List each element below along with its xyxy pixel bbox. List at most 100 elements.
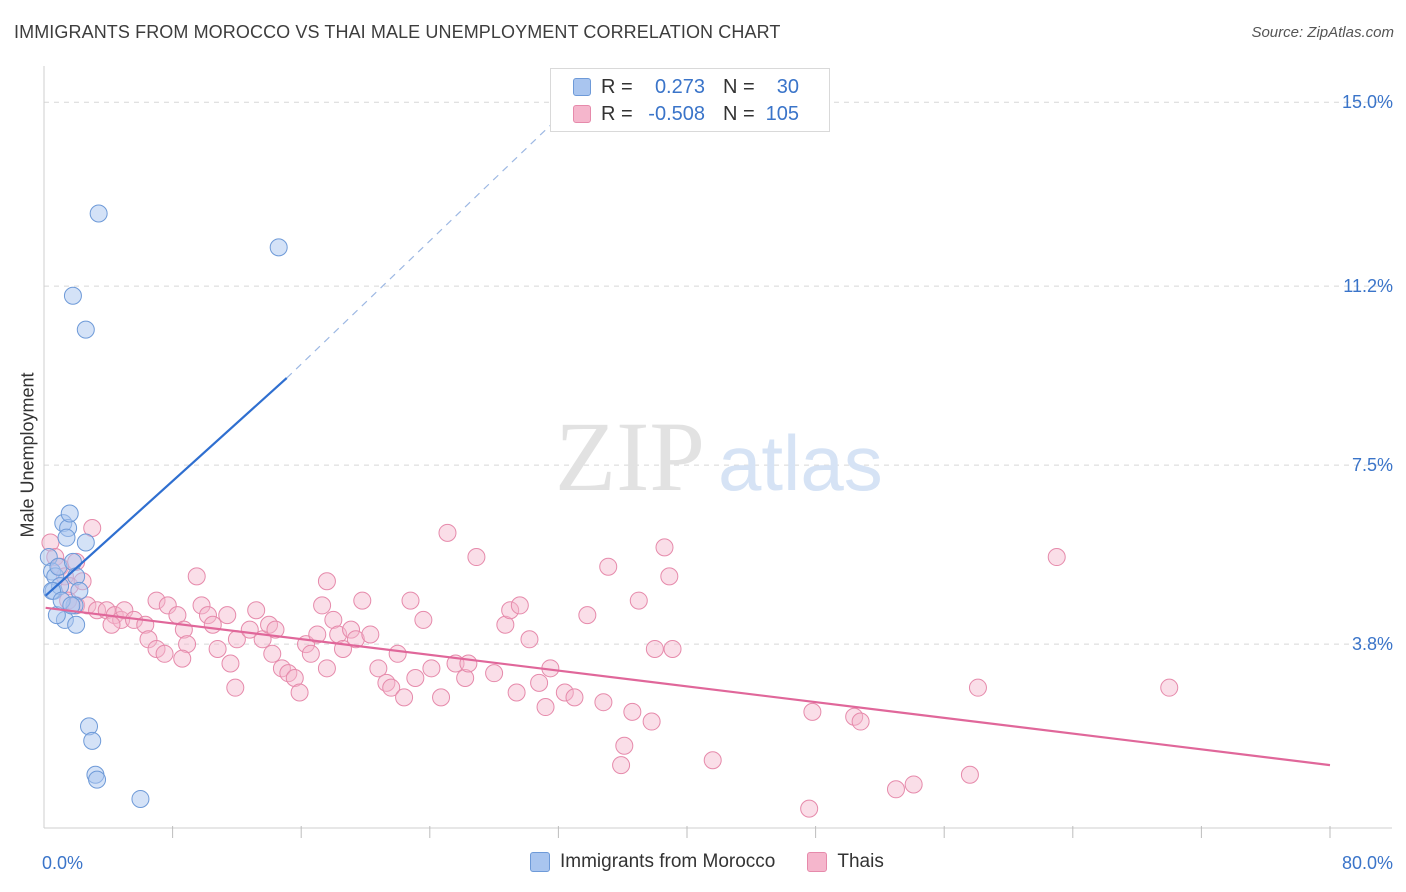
legend-swatch-morocco bbox=[573, 78, 591, 96]
legend-r-value: 0.273 bbox=[654, 75, 705, 98]
thais-point bbox=[578, 606, 597, 625]
thais-point bbox=[615, 736, 634, 755]
y-tick-label: 11.2% bbox=[1343, 276, 1393, 296]
thais-point bbox=[467, 548, 486, 567]
thais-point bbox=[501, 601, 520, 620]
x-tick-label: 80.0% bbox=[1342, 853, 1393, 873]
morocco-point bbox=[67, 615, 86, 634]
thais-point bbox=[266, 620, 285, 639]
thais-point bbox=[851, 712, 870, 731]
thais-point bbox=[221, 654, 240, 673]
morocco-point bbox=[60, 504, 79, 523]
thais-point bbox=[599, 557, 618, 576]
thais-point bbox=[536, 698, 555, 717]
thais-point bbox=[192, 596, 211, 615]
thais-point bbox=[629, 591, 648, 610]
thais-point bbox=[555, 683, 574, 702]
tick-labels: 3.8% 7.5% 11.2% 15.0% 0.0% 80.0% bbox=[42, 92, 1393, 873]
thais-point bbox=[313, 596, 332, 615]
thais-point bbox=[663, 639, 682, 658]
thais-point bbox=[703, 751, 722, 770]
thais-point bbox=[290, 683, 309, 702]
thais-point bbox=[594, 693, 613, 712]
correlation-legend: R = 0.273 N = 30 R = -0.508 N = 105 bbox=[550, 68, 830, 132]
morocco-trend-line bbox=[44, 377, 288, 597]
thais-point bbox=[803, 702, 822, 721]
thais-point bbox=[324, 610, 343, 629]
thais-point bbox=[301, 644, 320, 663]
legend-row-morocco: R = 0.273 N = 30 bbox=[573, 75, 799, 99]
thais-point bbox=[208, 639, 227, 658]
morocco-point bbox=[89, 204, 108, 223]
thais-point bbox=[198, 606, 217, 625]
morocco-points bbox=[39, 204, 288, 808]
thais-point bbox=[510, 596, 529, 615]
morocco-point bbox=[83, 731, 102, 750]
x-tick-label: 0.0% bbox=[42, 853, 83, 873]
y-axis-title: Male Unemployment bbox=[17, 372, 38, 538]
thais-point bbox=[115, 601, 134, 620]
thais-point bbox=[422, 659, 441, 678]
thais-point bbox=[263, 644, 282, 663]
y-tick-label: 7.5% bbox=[1352, 455, 1393, 475]
thais-point bbox=[346, 630, 365, 649]
watermark: ZIP atlas bbox=[555, 401, 883, 512]
legend-swatch-thais bbox=[807, 852, 828, 872]
thais-point bbox=[226, 678, 245, 697]
thais-point bbox=[886, 780, 905, 799]
thais-point bbox=[203, 615, 222, 634]
thais-points bbox=[41, 519, 1179, 818]
thais-point bbox=[456, 669, 475, 687]
thais-point bbox=[317, 659, 336, 678]
thais-point bbox=[285, 669, 304, 687]
thais-point bbox=[178, 635, 197, 654]
watermark-zip: ZIP bbox=[555, 401, 705, 512]
thais-point bbox=[382, 678, 401, 697]
legend-r-label: R = bbox=[601, 102, 633, 125]
legend-r-value: -0.508 bbox=[648, 102, 705, 125]
legend-n-label: N = bbox=[723, 75, 755, 98]
gridlines bbox=[44, 101, 1392, 645]
thais-point bbox=[1160, 678, 1179, 697]
thais-point bbox=[414, 610, 433, 629]
morocco-point bbox=[269, 238, 288, 257]
morocco-point bbox=[131, 789, 150, 808]
legend-row-thais: R = -0.508 N = 105 bbox=[573, 102, 799, 126]
thais-point bbox=[247, 601, 266, 620]
thais-point bbox=[369, 659, 388, 678]
legend-label-morocco: Immigrants from Morocco bbox=[560, 851, 776, 872]
thais-point bbox=[218, 606, 237, 625]
thais-point bbox=[496, 615, 515, 634]
thais-point bbox=[660, 567, 679, 586]
morocco-point bbox=[57, 528, 76, 547]
thais-point bbox=[388, 644, 407, 663]
thais-point bbox=[432, 688, 451, 707]
thais-point bbox=[485, 664, 504, 683]
legend-swatch-thais bbox=[573, 105, 591, 123]
legend-item-thais[interactable]: Thais bbox=[807, 851, 884, 873]
thais-point bbox=[520, 630, 539, 649]
thais-point bbox=[158, 596, 177, 615]
morocco-point bbox=[76, 320, 95, 339]
thais-point bbox=[361, 625, 380, 644]
thais-trend-line bbox=[45, 606, 1331, 767]
thais-point bbox=[353, 591, 372, 610]
axes bbox=[43, 66, 1392, 838]
thais-point bbox=[645, 639, 664, 658]
thais-point bbox=[401, 591, 420, 610]
thais-point bbox=[155, 644, 174, 663]
morocco-point bbox=[88, 770, 107, 789]
thais-point bbox=[317, 572, 336, 591]
thais-point bbox=[342, 620, 361, 639]
thais-point bbox=[612, 756, 631, 775]
thais-point bbox=[438, 523, 457, 542]
thais-point bbox=[147, 591, 166, 610]
y-tick-label: 15.0% bbox=[1342, 92, 1393, 112]
series-legend: Immigrants from Morocco Thais bbox=[530, 851, 916, 873]
source-label: Source: ZipAtlas.com bbox=[1251, 24, 1394, 41]
thais-point bbox=[459, 654, 478, 673]
legend-item-morocco[interactable]: Immigrants from Morocco bbox=[530, 851, 775, 873]
y-tick-label: 3.8% bbox=[1352, 634, 1393, 654]
morocco-trend-extension bbox=[286, 101, 575, 379]
thais-point bbox=[904, 775, 923, 794]
